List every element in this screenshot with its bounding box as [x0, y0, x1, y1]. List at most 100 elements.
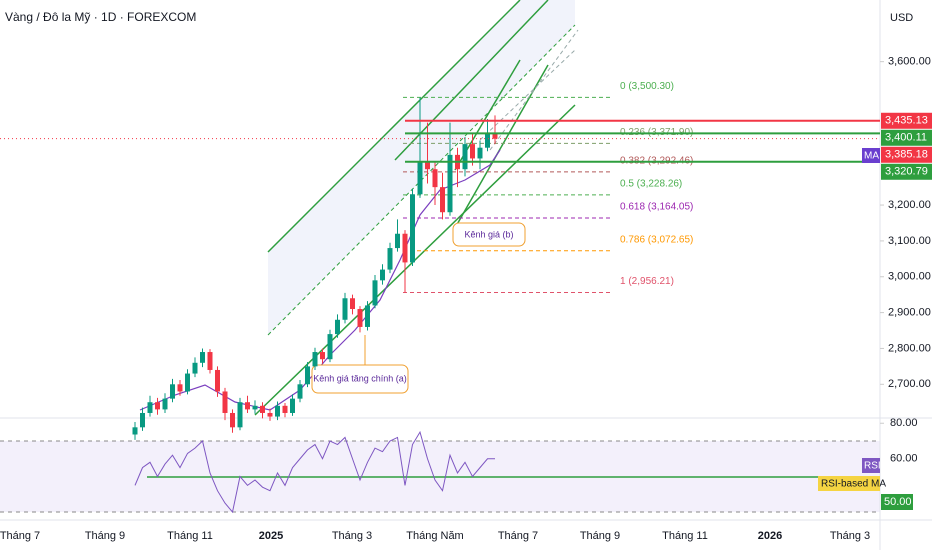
x-tick-label: Tháng 9: [580, 530, 620, 542]
candle-body: [350, 298, 355, 310]
y-tick-label: 3,200.00: [888, 199, 931, 211]
candle-body: [342, 298, 348, 320]
candle-body: [185, 373, 190, 392]
rsi-ma-value: 50.00: [884, 496, 912, 508]
fib-label: 0.5 (3,228.26): [620, 179, 682, 190]
candle-body: [237, 402, 243, 428]
channel-b-mid: [479, 49, 576, 141]
x-tick-label: 2026: [758, 530, 782, 542]
candle-body: [155, 402, 160, 410]
candle-body: [140, 412, 145, 428]
price-badge: [881, 146, 932, 163]
currency: USD: [890, 12, 913, 24]
x-tick-label: Tháng 11: [167, 530, 213, 542]
x-tick-label: Tháng 11: [662, 530, 708, 542]
candle-body: [410, 194, 415, 263]
candle-body: [222, 391, 228, 413]
candle-body: [207, 352, 213, 370]
candle-body: [177, 384, 183, 392]
candle-body: [387, 248, 393, 270]
fib-label: 0.618 (3,164.05): [620, 202, 693, 213]
price-badge: [881, 129, 932, 146]
candle-body: [162, 398, 168, 410]
candle-body: [492, 133, 498, 139]
annotation-box: [311, 364, 409, 394]
price-badge-label: 3,400.11: [885, 132, 927, 144]
annotation: Kênh giá tăng chính (a): [313, 373, 407, 383]
candle-body: [132, 427, 138, 435]
candle-body: [395, 233, 400, 249]
candle-body: [485, 133, 490, 148]
candle-body: [147, 402, 153, 413]
price-badge-label: 3,320.79: [885, 166, 928, 178]
y-tick-label: 3,100.00: [888, 235, 931, 247]
candle-body: [372, 280, 378, 306]
chart-title: Vàng / Đô la Mỹ · 1D · FOREXCOM: [5, 10, 196, 24]
candle-body: [432, 169, 438, 188]
y-tick-label: 3,600.00: [888, 56, 931, 68]
candle-body: [365, 305, 370, 327]
candle-body: [380, 269, 385, 281]
fib-label: 0 (3,500.30): [620, 81, 674, 92]
candle-body: [170, 384, 175, 399]
candle-body: [275, 405, 280, 417]
candle-body: [215, 369, 220, 392]
x-tick-label: Tháng 3: [830, 530, 870, 542]
price-badge: [881, 163, 932, 180]
rsi-ma-badge: [818, 476, 880, 491]
candle-body: [425, 162, 430, 170]
candle-body: [335, 319, 340, 335]
y-tick-label: 2,900.00: [888, 307, 931, 319]
candle-body: [282, 405, 288, 413]
candle-body: [200, 352, 205, 363]
rsi-tick-label: 80.00: [890, 417, 918, 429]
candle-body: [470, 144, 475, 159]
rsi-ma-badge-label: RSI-based MA: [821, 479, 886, 490]
rsi-value: 60.00: [890, 453, 918, 465]
ma-badge: [862, 148, 880, 163]
y-tick-label: 2,800.00: [888, 342, 931, 354]
candle-body: [290, 398, 295, 413]
price-badge-label: 3,385.18: [885, 149, 928, 161]
x-tick-label: Tháng 7: [498, 530, 538, 542]
candle-body: [327, 334, 333, 360]
annotation-box: [452, 222, 526, 247]
x-tick-label: Tháng 7: [0, 530, 40, 542]
x-tick-label: Tháng 9: [85, 530, 125, 542]
candle-body: [312, 352, 318, 367]
candle-body: [192, 362, 198, 374]
candle-body: [267, 412, 273, 417]
candle-body: [357, 309, 363, 327]
candle-body: [320, 352, 325, 360]
candle-body: [447, 154, 453, 213]
ma-badge-label: MA: [864, 151, 879, 162]
rsi-ma-value-badge: [881, 494, 913, 510]
y-tick-label: 2,700.00: [888, 378, 931, 390]
candle-body: [477, 147, 483, 159]
candle-body: [417, 162, 423, 195]
candle-body: [230, 412, 235, 428]
candle-body: [305, 366, 310, 385]
x-tick-label: Tháng Năm: [406, 530, 463, 542]
x-tick-label: Tháng 3: [332, 530, 372, 542]
rsi-badge: [862, 458, 880, 473]
candle-body: [252, 405, 258, 410]
candle-body: [245, 402, 250, 410]
rsi-badge-label: RSI: [864, 461, 881, 472]
y-tick-label: 3,000.00: [888, 271, 931, 283]
candle-body: [402, 233, 408, 263]
channel-line: [267, 0, 521, 253]
rsi-line: [134, 430, 495, 514]
price-badge: [881, 112, 932, 129]
price-badge-label: 3,435.13: [885, 115, 928, 127]
candle-body: [260, 405, 265, 413]
channel-b-mid: [489, 29, 579, 151]
annotation: Kênh giá (b): [464, 229, 513, 239]
candle-body: [297, 384, 303, 399]
fib-label: 1 (2,956.21): [620, 276, 674, 287]
candle-body: [462, 144, 468, 170]
x-tick-label: 2025: [259, 530, 283, 542]
fib-label: 0.786 (3,072.65): [620, 234, 693, 245]
candle-body: [440, 187, 445, 213]
